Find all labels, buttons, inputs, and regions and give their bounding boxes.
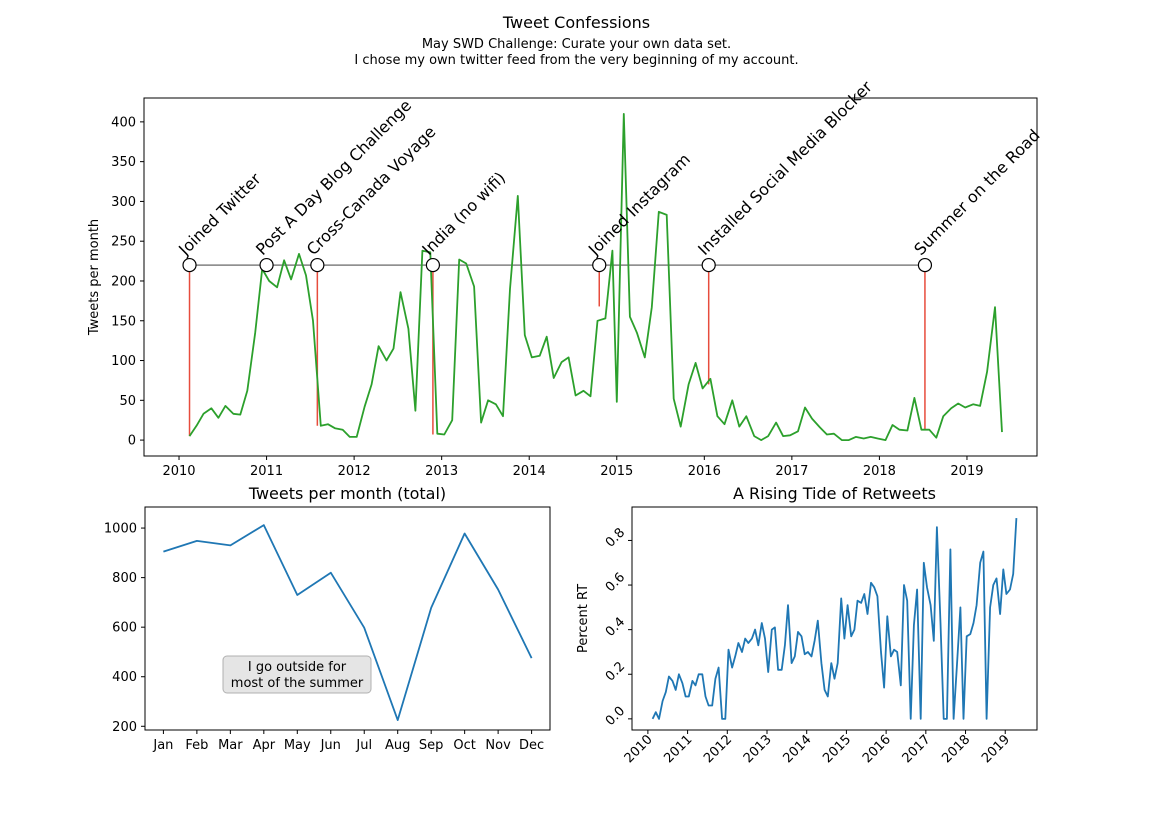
monthly-x-tick-label: Aug	[385, 738, 410, 753]
event-marker	[425, 257, 441, 273]
monthly-frame	[144, 506, 551, 731]
page-subtitle-line-1: May SWD Challenge: Curate your own data …	[421, 37, 732, 52]
timeline-plot-area	[182, 113, 1003, 441]
event-label: Installed Social Media Blocker	[694, 77, 876, 259]
timeline-x-tick-label: 2014	[513, 464, 546, 479]
event-label: Joined Instagram	[584, 150, 694, 260]
page-title: Tweet Confessions	[502, 13, 651, 32]
timeline-y-tick-label: 300	[111, 195, 136, 210]
timeline-x-tick-label: 2013	[425, 464, 458, 479]
monthly-x-tick-label: Feb	[185, 738, 208, 753]
retweets-y-tick-label: 0.2	[603, 659, 628, 684]
event-marker	[917, 257, 933, 273]
retweets-y-tick-label: 0.4	[603, 615, 628, 640]
event-marker	[310, 257, 325, 273]
retweets-frame	[631, 506, 1038, 731]
timeline-y-tick-label: 400	[111, 115, 136, 130]
monthly-x-tick-label: Sep	[419, 738, 444, 753]
timeline-y-tick-label: 0	[128, 434, 136, 449]
retweets-x-tick-label: 2018	[939, 732, 973, 766]
monthly-x-tick-label: May	[284, 738, 311, 753]
timeline-chart: 2010 2011 2012 2013 2014 2015 2016 2017 2018 2019…	[87, 77, 1044, 479]
retweets-x-tick-label: 2016	[860, 732, 894, 766]
timeline-y-tick-label: 250	[111, 235, 136, 250]
timeline-y-tick-label: 100	[111, 354, 136, 369]
retweets-y-tick-label: 0.0	[603, 704, 628, 729]
monthly-y-tick-label: 1000	[104, 522, 137, 537]
monthly-y-tick-label: 400	[112, 670, 137, 685]
event-marker	[701, 257, 716, 273]
annotation-text-line-1: I go outside for	[248, 660, 347, 675]
monthly-x-tick-label: Jul	[355, 738, 372, 753]
retweets-x-tick-label: 2010	[622, 732, 656, 766]
retweets-y-axis-label: Percent RT	[576, 584, 591, 653]
timeline-x-tick-label: 2017	[775, 464, 808, 479]
timeline-x-tick-label: 2016	[688, 464, 721, 479]
timeline-x-tick-label: 2011	[250, 464, 283, 479]
retweets-x-tick-label: 2013	[741, 732, 775, 766]
retweets-x-tick-label: 2011	[661, 732, 695, 766]
monthly-y-tick-label: 600	[112, 621, 137, 636]
monthly-x-tick-label: Nov	[485, 738, 511, 753]
event-marker	[182, 257, 197, 273]
monthly-x-tick-label: Jun	[320, 738, 341, 753]
event-label: India (no wifi)	[418, 168, 509, 259]
retweets-y-tick-label: 0.8	[603, 525, 628, 550]
timeline-x-tick-label: 2012	[338, 464, 371, 479]
retweets-y-tick-label: 0.6	[603, 570, 628, 595]
timeline-x-tick-label: 2010	[162, 464, 195, 479]
event-label: Summer on the Road	[910, 126, 1043, 259]
monthly-y-tick-label: 200	[112, 720, 137, 735]
monthly-x-tick-label: Mar	[218, 738, 243, 753]
monthly-x-tick-label: Apr	[253, 738, 276, 753]
percent-rt-line	[651, 518, 1018, 720]
timeline-y-tick-label: 50	[119, 394, 136, 409]
annotation-text-line-2: most of the summer	[231, 676, 364, 691]
event-marker	[592, 257, 607, 273]
monthly-chart: Tweets per month (total) Jan Feb Mar Apr May J…	[104, 484, 551, 753]
event-marker	[259, 257, 274, 273]
retweets-x-tick-label: 2012	[701, 732, 735, 766]
timeline-x-tick-label: 2015	[600, 464, 633, 479]
retweets-x-tick-label: 2015	[820, 732, 854, 766]
timeline-y-tick-label: 150	[111, 314, 136, 329]
monthly-x-tick-label: Oct	[453, 738, 475, 753]
retweets-x-tick-label: 2019	[979, 732, 1013, 766]
annotation-box	[222, 655, 372, 694]
timeline-y-tick-label: 350	[111, 155, 136, 170]
monthly-y-tick-label: 800	[112, 571, 137, 586]
monthly-total-line	[163, 524, 533, 721]
retweets-x-tick-label: 2017	[900, 732, 934, 766]
timeline-y-tick-label: 200	[111, 274, 136, 289]
retweets-x-tick-label: 2014	[781, 732, 815, 766]
retweets-chart-title: A Rising Tide of Retweets	[733, 484, 936, 503]
tweets-per-month-line	[188, 113, 1003, 441]
timeline-x-tick-label: 2018	[863, 464, 896, 479]
timeline-y-axis-label: Tweets per month	[87, 219, 102, 336]
page-subtitle-line-2: I chose my own twitter feed from the ver…	[354, 53, 799, 68]
timeline-x-tick-label: 2019	[950, 464, 983, 479]
monthly-chart-title: Tweets per month (total)	[248, 484, 446, 503]
monthly-x-tick-label: Dec	[519, 738, 544, 753]
monthly-x-tick-label: Jan	[152, 738, 173, 753]
timeline-frame	[143, 97, 1038, 457]
